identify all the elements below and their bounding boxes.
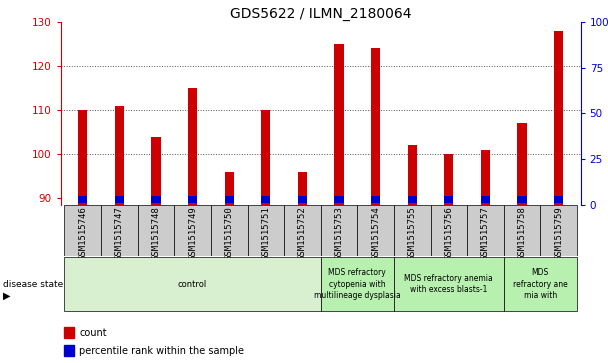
Bar (408, 196, 417, 203)
Text: GSM1515750: GSM1515750 (225, 207, 233, 260)
Text: control: control (178, 280, 207, 289)
Text: GSM1515748: GSM1515748 (151, 207, 161, 260)
Bar (174, 205, 211, 256)
Bar (444, 196, 454, 203)
Bar (394, 205, 430, 256)
Bar (101, 205, 137, 256)
Bar (78, 196, 88, 203)
Bar (321, 205, 358, 256)
Text: MDS refractory anemia
with excess blasts-1: MDS refractory anemia with excess blasts… (404, 274, 493, 294)
Text: percentile rank within the sample: percentile rank within the sample (79, 346, 244, 356)
Bar (137, 205, 174, 256)
Text: GSM1515754: GSM1515754 (371, 207, 380, 260)
Text: MDS refractory
cytopenia with
multilineage dysplasia: MDS refractory cytopenia with multilinea… (314, 269, 401, 299)
Bar (151, 196, 161, 203)
Bar (430, 205, 467, 256)
Bar (504, 257, 577, 311)
Text: MDS
refractory ane
mia with: MDS refractory ane mia with (513, 269, 568, 299)
Bar (188, 88, 197, 207)
Title: GDS5622 / ILMN_2180064: GDS5622 / ILMN_2180064 (230, 7, 412, 21)
Bar (261, 110, 271, 207)
Bar (371, 48, 380, 207)
Bar (394, 257, 504, 311)
Bar (247, 205, 284, 256)
Text: GSM1515756: GSM1515756 (444, 207, 454, 260)
Text: GSM1515757: GSM1515757 (481, 207, 490, 260)
Bar (64, 345, 74, 356)
Text: GSM1515755: GSM1515755 (408, 207, 416, 260)
Bar (504, 205, 541, 256)
Text: GSM1515752: GSM1515752 (298, 207, 307, 260)
Bar (517, 123, 527, 207)
Bar (481, 150, 490, 207)
Text: GSM1515758: GSM1515758 (517, 207, 527, 260)
Text: count: count (79, 327, 106, 338)
Bar (467, 205, 504, 256)
Bar (334, 44, 344, 207)
Bar (64, 327, 74, 338)
Bar (151, 136, 161, 207)
Text: GSM1515753: GSM1515753 (334, 207, 344, 260)
Bar (481, 196, 490, 203)
Text: GSM1515749: GSM1515749 (188, 207, 197, 260)
Bar (64, 205, 101, 256)
Bar (115, 196, 124, 203)
Bar (358, 205, 394, 256)
Bar (298, 172, 307, 207)
Bar (78, 110, 88, 207)
Bar (224, 172, 233, 207)
Bar (224, 196, 233, 203)
Bar (554, 196, 563, 203)
Text: GSM1515747: GSM1515747 (115, 207, 124, 260)
Text: GSM1515746: GSM1515746 (78, 207, 88, 260)
Bar (444, 154, 454, 207)
Text: ▶: ▶ (3, 291, 10, 301)
Bar (115, 106, 124, 207)
Text: GSM1515759: GSM1515759 (554, 207, 563, 260)
Bar (211, 205, 247, 256)
Bar (298, 196, 307, 203)
Text: GSM1515751: GSM1515751 (261, 207, 271, 260)
Bar (261, 196, 271, 203)
Bar (64, 257, 321, 311)
Bar (334, 196, 344, 203)
Bar (321, 257, 394, 311)
Bar (284, 205, 321, 256)
Bar (408, 146, 417, 207)
Bar (541, 205, 577, 256)
Bar (371, 196, 380, 203)
Bar (188, 196, 197, 203)
Bar (517, 196, 527, 203)
Text: disease state: disease state (3, 281, 63, 289)
Bar (554, 30, 563, 207)
